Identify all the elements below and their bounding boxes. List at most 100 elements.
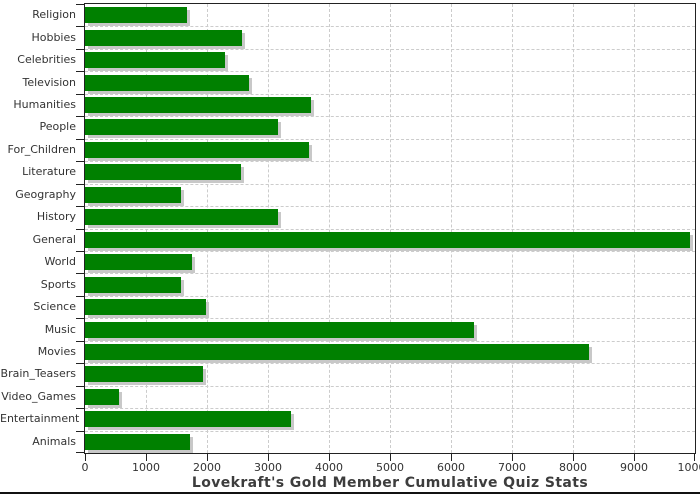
bar-celebrities: [85, 52, 226, 69]
horizontal-gridline: [85, 48, 695, 50]
x-axis-tick: [146, 454, 147, 461]
y-axis-tick: [76, 206, 84, 208]
y-axis-tick: [76, 318, 84, 320]
horizontal-gridline: [85, 93, 695, 95]
bar-history: [85, 209, 279, 226]
x-axis-tick: [573, 454, 574, 461]
x-axis-tick: [634, 454, 635, 461]
category-label-television: Television: [22, 75, 77, 89]
category-label-music: Music: [44, 322, 76, 336]
y-axis-tick: [76, 408, 84, 410]
category-label-hobbies: Hobbies: [31, 30, 76, 44]
bottom-divider: [0, 492, 700, 494]
y-axis-tick: [76, 228, 84, 230]
y-axis-tick: [76, 71, 84, 73]
category-label-science: Science: [33, 300, 76, 314]
bar-geography: [85, 186, 181, 203]
category-label-general: General: [32, 232, 76, 246]
y-axis-tick: [76, 26, 84, 28]
x-tick-label-1000: 1000: [132, 461, 160, 474]
x-tick-label-8000: 8000: [559, 461, 587, 474]
horizontal-gridline: [85, 26, 695, 28]
bar-brain-teasers: [85, 366, 204, 383]
bar-sports: [85, 276, 181, 293]
x-axis-tick: [85, 454, 86, 461]
y-axis-tick: [76, 295, 84, 297]
horizontal-gridline: [85, 183, 695, 185]
horizontal-gridline: [85, 385, 695, 387]
category-label-religion: Religion: [32, 8, 76, 22]
bar-people: [85, 119, 278, 136]
x-tick-label-4000: 4000: [315, 461, 343, 474]
bar-television: [85, 74, 250, 91]
x-axis-tick: [512, 454, 513, 461]
bar-general: [85, 231, 690, 248]
x-tick-label-5000: 5000: [376, 461, 404, 474]
horizontal-gridline: [85, 116, 695, 118]
bar-science: [85, 299, 206, 316]
x-tick-label-2000: 2000: [193, 461, 221, 474]
y-axis-tick: [76, 430, 84, 432]
bar-religion: [85, 7, 188, 24]
category-label-literature: Literature: [22, 165, 76, 179]
y-axis-tick: [76, 363, 84, 365]
x-tick-label-9000: 9000: [620, 461, 648, 474]
x-axis-tick: [390, 454, 391, 461]
y-axis-tick: [76, 138, 84, 140]
category-label-history: History: [36, 210, 76, 224]
category-label-movies: Movies: [37, 344, 76, 358]
y-axis-tick: [76, 273, 84, 275]
chart-title: Lovekraft's Gold Member Cumulative Quiz …: [191, 475, 589, 491]
category-label-humanities: Humanities: [13, 98, 76, 112]
horizontal-gridline: [85, 228, 695, 230]
x-axis-tick: [268, 454, 269, 461]
plot-area: [76, 3, 696, 461]
bar-hobbies: [85, 29, 243, 46]
category-label-world: World: [44, 255, 76, 269]
bar-literature: [85, 164, 241, 181]
x-axis-tick: [329, 454, 330, 461]
category-label-entertainment: Entertainment: [0, 412, 80, 426]
y-axis-tick: [76, 340, 84, 342]
horizontal-gridline: [85, 340, 695, 342]
x-axis-tick: [694, 454, 695, 461]
y-axis-tick: [76, 48, 84, 50]
y-axis-tick: [76, 250, 84, 252]
y-axis-tick: [76, 452, 84, 453]
x-tick-label-0: 0: [81, 461, 89, 474]
category-label-sports: Sports: [40, 277, 76, 291]
category-label-brain-teasers: Brain_Teasers: [0, 367, 76, 381]
y-axis-tick: [76, 4, 84, 5]
y-axis-tick: [76, 161, 84, 163]
horizontal-gridline: [85, 408, 695, 410]
horizontal-gridline: [85, 318, 695, 320]
horizontal-gridline: [85, 71, 695, 73]
bar-for-children: [85, 141, 310, 158]
horizontal-gridline: [85, 430, 695, 432]
category-label-video-games: Video_Games: [1, 389, 76, 403]
bar-video-games: [85, 388, 119, 405]
category-label-animals: Animals: [32, 434, 76, 448]
bar-world: [85, 254, 193, 271]
y-axis-tick: [76, 183, 84, 185]
horizontal-gridline: [85, 138, 695, 140]
x-axis-tick: [207, 454, 208, 461]
x-tick-label-10000: 10000: [677, 461, 700, 474]
horizontal-gridline: [85, 363, 695, 365]
y-axis-tick: [76, 385, 84, 387]
bar-entertainment: [85, 411, 291, 428]
x-tick-label-7000: 7000: [498, 461, 526, 474]
horizontal-gridline: [85, 250, 695, 252]
horizontal-gridline: [85, 206, 695, 208]
horizontal-gridline: [85, 273, 695, 275]
bar-music: [85, 321, 475, 338]
category-label-people: People: [39, 120, 76, 134]
category-label-geography: Geography: [15, 187, 76, 201]
horizontal-gridline: [85, 295, 695, 297]
x-tick-label-6000: 6000: [437, 461, 465, 474]
horizontal-gridline: [85, 161, 695, 163]
x-tick-label-3000: 3000: [254, 461, 282, 474]
bar-movies: [85, 343, 590, 360]
bar-humanities: [85, 97, 311, 114]
